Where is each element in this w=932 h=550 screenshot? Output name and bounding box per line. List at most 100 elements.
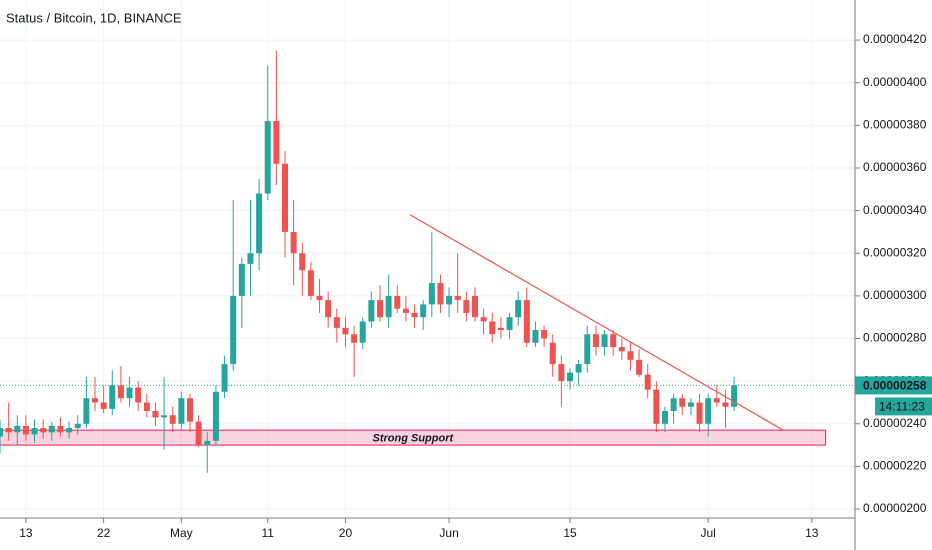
candle-body — [575, 364, 582, 373]
candle-body — [472, 295, 478, 318]
candle-body — [109, 385, 116, 409]
last-price-tag — [855, 376, 932, 395]
y-tick-label: 0.00000400 — [863, 75, 927, 89]
candle-body — [169, 415, 176, 424]
x-tick-label: 11 — [261, 526, 274, 540]
trendline — [409, 214, 784, 431]
y-tick-label: 0.00000380 — [863, 118, 927, 132]
candle-body — [57, 425, 64, 433]
candle-body — [394, 295, 401, 309]
candle-body — [687, 402, 694, 407]
candle-body — [592, 334, 599, 348]
candle-body — [230, 295, 237, 365]
candle-body — [22, 425, 29, 435]
candle-body — [92, 398, 98, 403]
y-tick-label: 0.00000420 — [863, 32, 927, 46]
candle-body — [636, 359, 643, 375]
candle-body — [428, 283, 435, 305]
candle-body — [66, 428, 73, 433]
candle-body — [100, 402, 107, 409]
x-tick-label: Jun — [439, 526, 458, 540]
candle-body — [713, 398, 720, 403]
candle-body — [627, 351, 634, 360]
candle-body — [14, 425, 21, 433]
candle-body — [670, 398, 677, 411]
x-tick-label: 13 — [19, 526, 33, 540]
candle-body — [679, 398, 686, 407]
candle-body — [454, 295, 461, 301]
x-tick-label: Jul — [701, 526, 716, 540]
candle-body — [541, 329, 548, 339]
candle-body — [178, 398, 185, 424]
candle-body — [437, 283, 444, 305]
x-tick-label: 22 — [97, 526, 111, 540]
candle-body — [402, 308, 409, 313]
candle-body — [31, 428, 38, 435]
candle-body — [247, 253, 254, 264]
candle-body — [325, 300, 332, 318]
candle-body — [5, 428, 12, 433]
candle-body — [40, 428, 47, 433]
candle-body — [446, 295, 453, 305]
candle-body — [333, 317, 340, 328]
candle-body — [299, 253, 306, 271]
candle-body — [0, 428, 3, 437]
candle-body — [282, 163, 288, 232]
candle-body — [256, 193, 263, 254]
candle-body — [696, 402, 703, 424]
candle-body — [359, 321, 366, 343]
candle-body — [722, 402, 729, 407]
candle-body — [523, 300, 530, 343]
x-tick-label: 20 — [339, 526, 353, 540]
candle-body — [195, 421, 202, 446]
candle-body — [653, 389, 660, 424]
candle-body — [351, 334, 358, 343]
candle-body — [135, 387, 142, 403]
candle-body — [705, 398, 712, 424]
y-tick-label: 0.00000340 — [863, 203, 927, 217]
candle-body — [117, 385, 124, 399]
candle-body — [74, 423, 81, 429]
candle-body — [48, 425, 55, 433]
candle-body — [368, 300, 375, 322]
x-tick-label: 13 — [805, 526, 819, 540]
candle-body — [307, 270, 314, 296]
candle-body — [290, 231, 297, 254]
y-tick-label: 0.00000240 — [863, 416, 927, 430]
x-tick-label: 15 — [563, 526, 577, 540]
candle-body — [273, 121, 280, 164]
candle-body — [316, 295, 323, 301]
candle-body — [549, 342, 556, 365]
candle-body — [480, 317, 487, 322]
candle-body — [152, 410, 159, 418]
y-tick-label: 0.00000220 — [863, 459, 927, 473]
y-tick-label: 0.00000300 — [863, 288, 927, 302]
candle-body — [463, 300, 470, 313]
candle-body — [420, 304, 427, 318]
support-label: Strong Support — [372, 433, 454, 445]
y-tick-label: 0.00000320 — [863, 245, 927, 259]
candle-body — [506, 317, 513, 330]
countdown: 14:11:23 — [879, 400, 925, 414]
y-tick-label: 0.00000280 — [863, 331, 927, 345]
candle-body — [584, 334, 591, 365]
candle-body — [204, 440, 211, 446]
candle-body — [385, 295, 392, 318]
chart-title: Status / Bitcoin, 1D, BINANCE — [6, 10, 182, 25]
candle-body — [515, 300, 522, 318]
candle-body — [601, 334, 608, 348]
candle-body — [342, 327, 349, 335]
candle-body — [497, 327, 504, 330]
candle-body — [377, 300, 383, 318]
candle-body — [212, 391, 219, 441]
candle-body — [238, 263, 245, 296]
y-tick-label: 0.00000200 — [863, 501, 927, 515]
candle-body — [610, 334, 617, 348]
candle-body — [411, 312, 418, 318]
candle-body — [731, 385, 738, 407]
candle-body — [618, 347, 625, 352]
candle-body — [83, 398, 90, 424]
